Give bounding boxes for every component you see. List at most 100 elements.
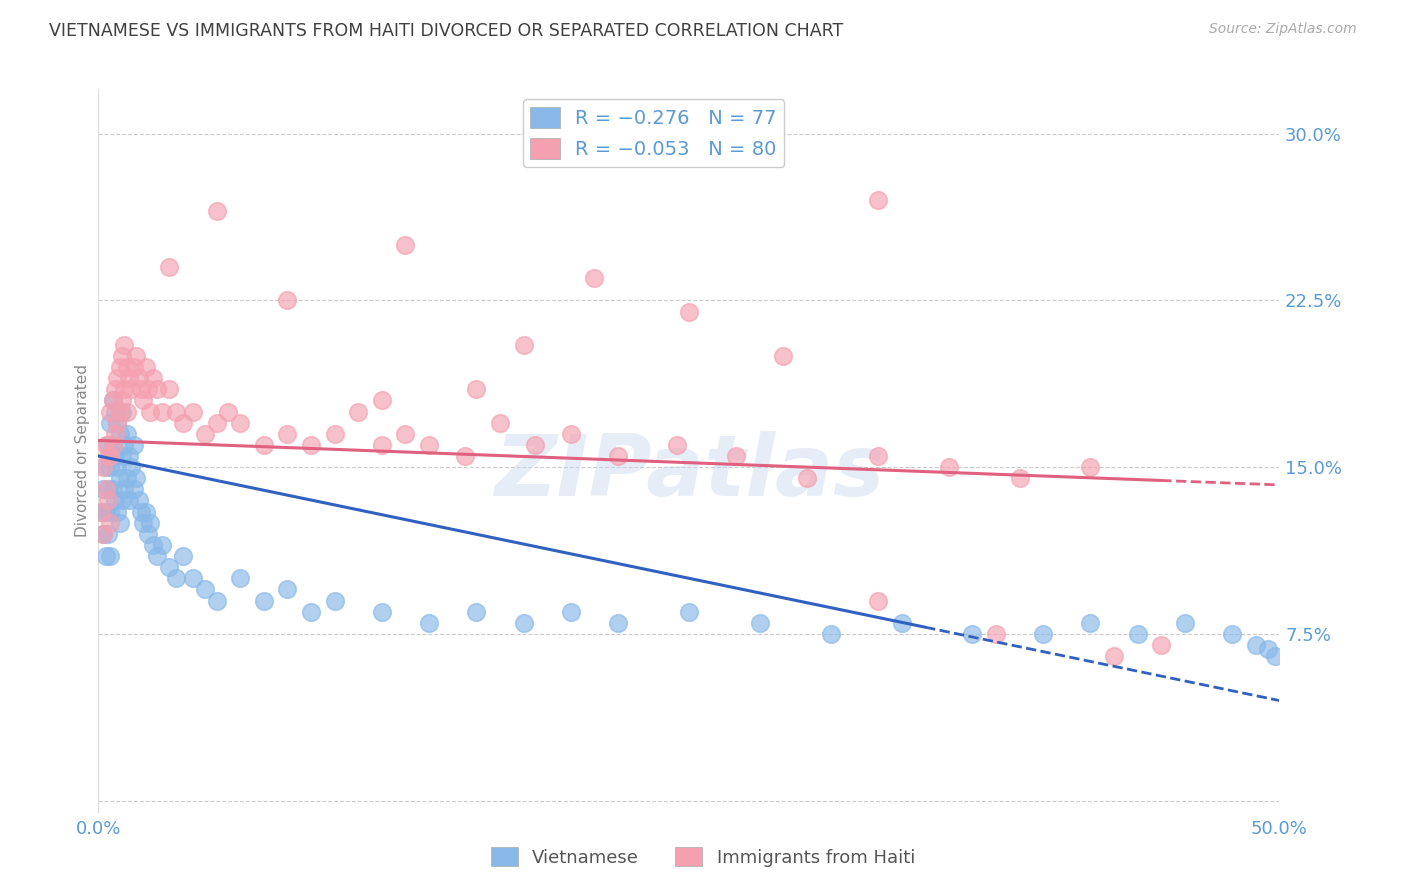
Point: [150, 404, 173, 418]
Point: [98, 449, 121, 463]
Point: [121, 460, 143, 475]
Point: [105, 416, 128, 430]
Point: [97, 526, 120, 541]
Point: [276, 293, 298, 308]
Point: [142, 538, 165, 552]
Point: [150, 538, 173, 552]
Point: [101, 438, 124, 452]
Point: [122, 360, 145, 375]
Point: [371, 605, 394, 619]
Point: [1080, 460, 1102, 475]
Point: [678, 304, 700, 318]
Point: [91, 460, 114, 475]
Point: [418, 438, 440, 452]
Point: [820, 627, 842, 641]
Point: [115, 471, 138, 485]
Point: [194, 582, 217, 597]
Point: [253, 438, 276, 452]
Point: [347, 404, 370, 418]
Point: [229, 571, 252, 585]
Point: [101, 483, 124, 497]
Point: [276, 426, 298, 441]
Point: [136, 526, 159, 541]
Point: [172, 549, 194, 563]
Point: [465, 382, 488, 396]
Point: [607, 615, 630, 630]
Point: [418, 615, 440, 630]
Point: [607, 449, 630, 463]
Point: [524, 438, 547, 452]
Point: [205, 204, 228, 219]
Point: [90, 505, 112, 519]
Point: [129, 505, 152, 519]
Point: [132, 393, 155, 408]
Point: [748, 615, 770, 630]
Point: [94, 505, 117, 519]
Point: [111, 449, 134, 463]
Point: [465, 605, 488, 619]
Text: ZIPatlas: ZIPatlas: [494, 431, 884, 514]
Point: [104, 493, 127, 508]
Point: [98, 549, 121, 563]
Point: [108, 360, 131, 375]
Point: [129, 382, 152, 396]
Point: [1008, 471, 1031, 485]
Point: [112, 483, 135, 497]
Point: [104, 449, 127, 463]
Point: [101, 393, 124, 408]
Point: [118, 371, 141, 385]
Point: [112, 382, 135, 396]
Point: [101, 393, 124, 408]
Point: [104, 382, 127, 396]
Point: [866, 449, 889, 463]
Point: [111, 393, 134, 408]
Point: [112, 338, 135, 352]
Text: VIETNAMESE VS IMMIGRANTS FROM HAITI DIVORCED OR SEPARATED CORRELATION CHART: VIETNAMESE VS IMMIGRANTS FROM HAITI DIVO…: [49, 22, 844, 40]
Point: [453, 449, 475, 463]
Point: [135, 505, 157, 519]
Point: [91, 526, 114, 541]
Point: [1150, 638, 1173, 652]
Point: [104, 426, 127, 441]
Point: [139, 404, 162, 418]
Point: [560, 426, 582, 441]
Point: [157, 382, 180, 396]
Point: [97, 483, 120, 497]
Point: [105, 371, 128, 385]
Point: [115, 426, 138, 441]
Point: [394, 426, 416, 441]
Point: [323, 426, 346, 441]
Point: [512, 338, 534, 352]
Point: [1244, 638, 1267, 652]
Point: [299, 438, 322, 452]
Point: [583, 271, 606, 285]
Point: [725, 449, 748, 463]
Point: [253, 593, 276, 607]
Point: [122, 438, 145, 452]
Point: [142, 371, 165, 385]
Point: [91, 526, 114, 541]
Point: [371, 438, 394, 452]
Point: [157, 560, 180, 574]
Point: [105, 416, 128, 430]
Point: [276, 582, 298, 597]
Point: [394, 237, 416, 252]
Point: [118, 493, 141, 508]
Point: [165, 404, 187, 418]
Point: [194, 426, 217, 441]
Point: [1102, 649, 1125, 664]
Point: [512, 615, 534, 630]
Point: [984, 627, 1007, 641]
Point: [94, 549, 117, 563]
Point: [772, 349, 794, 363]
Point: [217, 404, 239, 418]
Point: [938, 460, 960, 475]
Point: [105, 460, 128, 475]
Point: [165, 571, 187, 585]
Point: [108, 516, 131, 530]
Point: [97, 449, 120, 463]
Point: [1220, 627, 1243, 641]
Point: [229, 416, 252, 430]
Point: [112, 438, 135, 452]
Point: [118, 449, 141, 463]
